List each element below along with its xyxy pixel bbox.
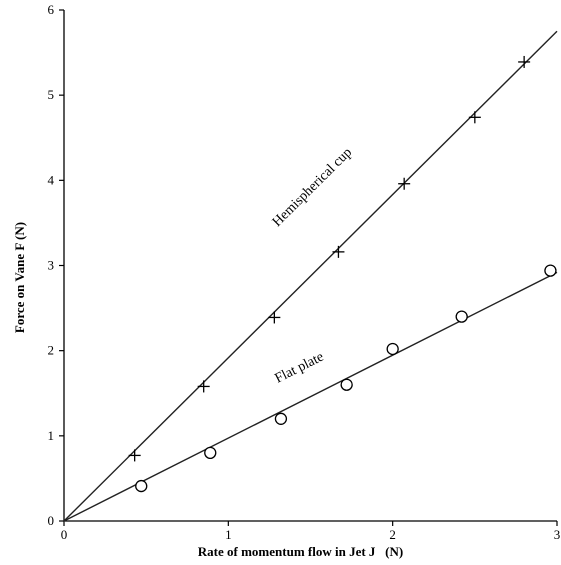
x-tick-label: 3 [554,527,561,542]
plus-marker [332,245,345,258]
y-tick-label: 1 [48,428,55,443]
y-tick-label: 4 [48,172,55,187]
plus-marker [268,311,281,324]
circle-marker [544,264,557,277]
fit-lines [63,30,558,522]
plus-marker [398,177,411,190]
plus-marker [197,380,210,393]
fit-line-flat-plate [63,271,558,522]
y-axis-title: Force on Vane F (N) [12,222,27,333]
x-tick-label: 2 [389,527,396,542]
circle-marker [340,378,353,391]
circle-marker [274,412,288,425]
y-axis-ticks: 0 1 2 3 4 5 6 [48,2,64,528]
series-labels: Hemispherical cup Flat plate [270,145,355,386]
plot-frame [63,10,557,522]
fit-line-hemispherical-cup [63,30,558,522]
y-tick-label: 5 [48,87,55,102]
circle-marker [386,342,399,356]
y-tick-label: 2 [48,343,55,358]
y-tick-label: 6 [48,2,55,17]
x-tick-label: 1 [225,527,232,542]
plus-marker [468,111,481,124]
series-label-flat-plate: Flat plate [273,350,327,387]
plus-marker [128,449,141,462]
data-markers [128,55,557,493]
y-tick-label: 0 [48,513,55,528]
y-tick-label: 3 [48,258,55,273]
plus-marker [518,55,531,68]
circle-marker [455,310,468,323]
circle-marker [135,479,148,493]
x-axis-title: Rate of momentum flow in Jet J (N) [198,544,403,559]
circle-marker [204,446,217,460]
x-tick-label: 0 [61,527,68,542]
x-axis-ticks: 0 1 2 3 [61,521,561,542]
series-label-hemispherical-cup: Hemispherical cup [270,145,355,230]
